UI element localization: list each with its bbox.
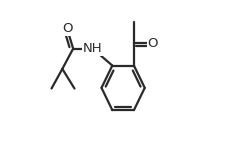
Text: O: O xyxy=(147,37,158,50)
Text: O: O xyxy=(62,22,72,35)
Text: NH: NH xyxy=(83,42,102,55)
